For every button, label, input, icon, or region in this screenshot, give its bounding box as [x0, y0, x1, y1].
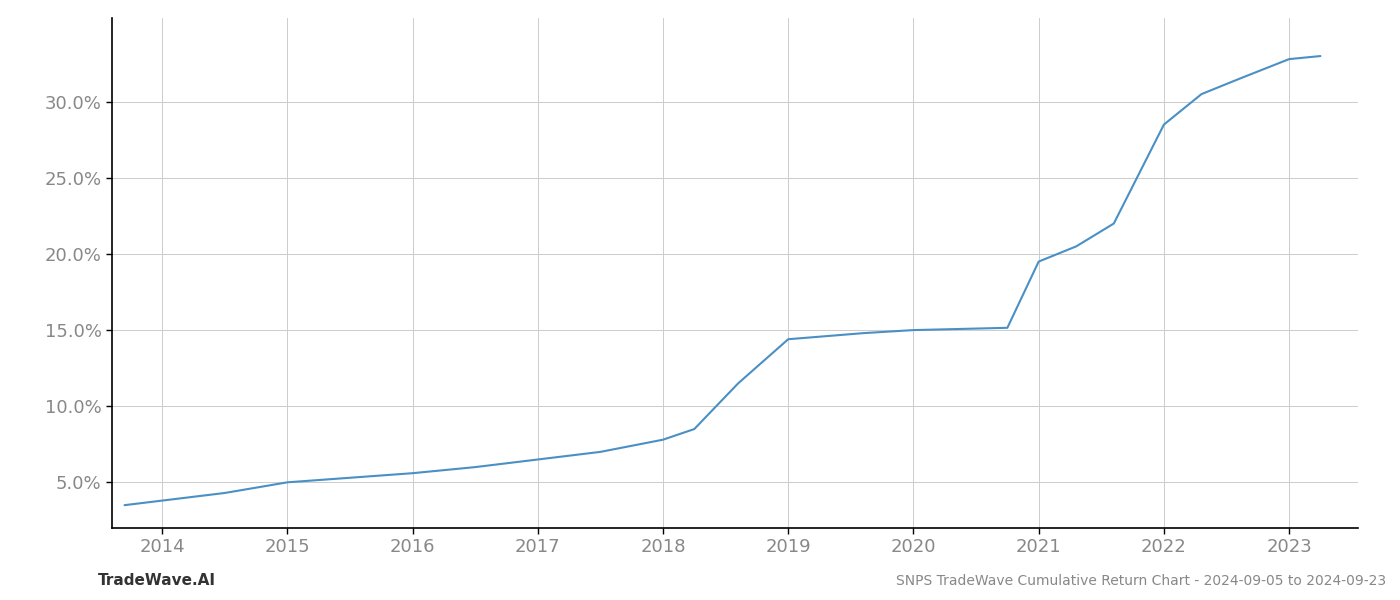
- Text: SNPS TradeWave Cumulative Return Chart - 2024-09-05 to 2024-09-23: SNPS TradeWave Cumulative Return Chart -…: [896, 574, 1386, 588]
- Text: TradeWave.AI: TradeWave.AI: [98, 573, 216, 588]
